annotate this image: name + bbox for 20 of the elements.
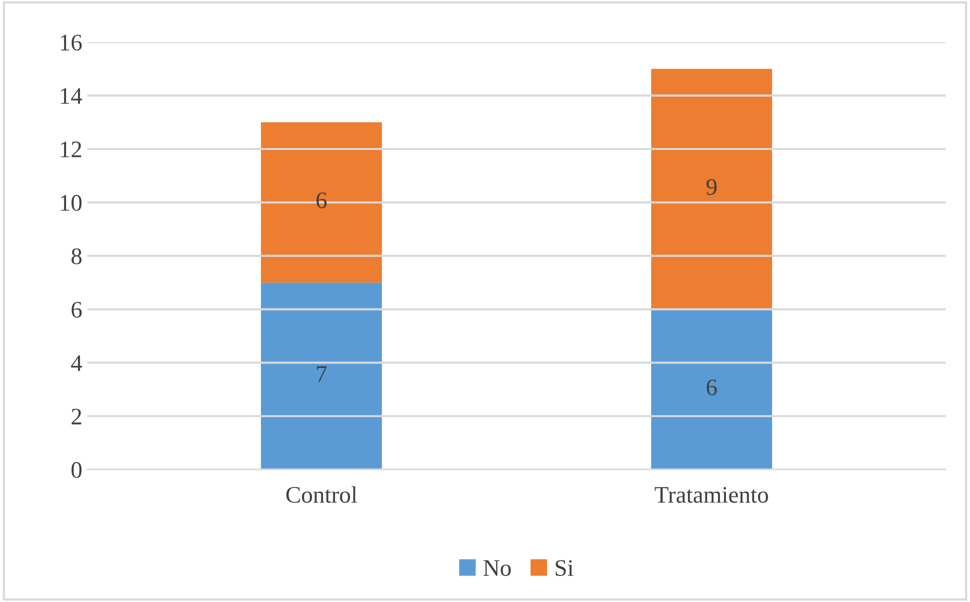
data-label: 6 (706, 379, 717, 396)
y-tick-label: 8 (72, 248, 82, 264)
y-tick-label: 6 (72, 302, 82, 318)
bar (651, 309, 772, 470)
data-label: 7 (317, 366, 327, 382)
y-tick-label: 0 (72, 462, 82, 478)
data-label: 9 (706, 179, 717, 195)
bar (260, 282, 382, 470)
legend-label: No (483, 560, 511, 576)
bar (260, 122, 382, 283)
y-tick-label: 10 (60, 194, 82, 211)
x-tick-label: Tratamiento (654, 486, 768, 503)
y-tick-label: 4 (71, 355, 82, 371)
y-tick-label: 2 (72, 408, 82, 424)
y-tick-label: 12 (60, 142, 82, 158)
y-tick-label: 14 (60, 88, 82, 104)
y-tick-label: 16 (60, 34, 82, 51)
x-tick-label: Control (286, 486, 358, 503)
bar (651, 68, 772, 310)
legend-label: Si (556, 560, 574, 576)
